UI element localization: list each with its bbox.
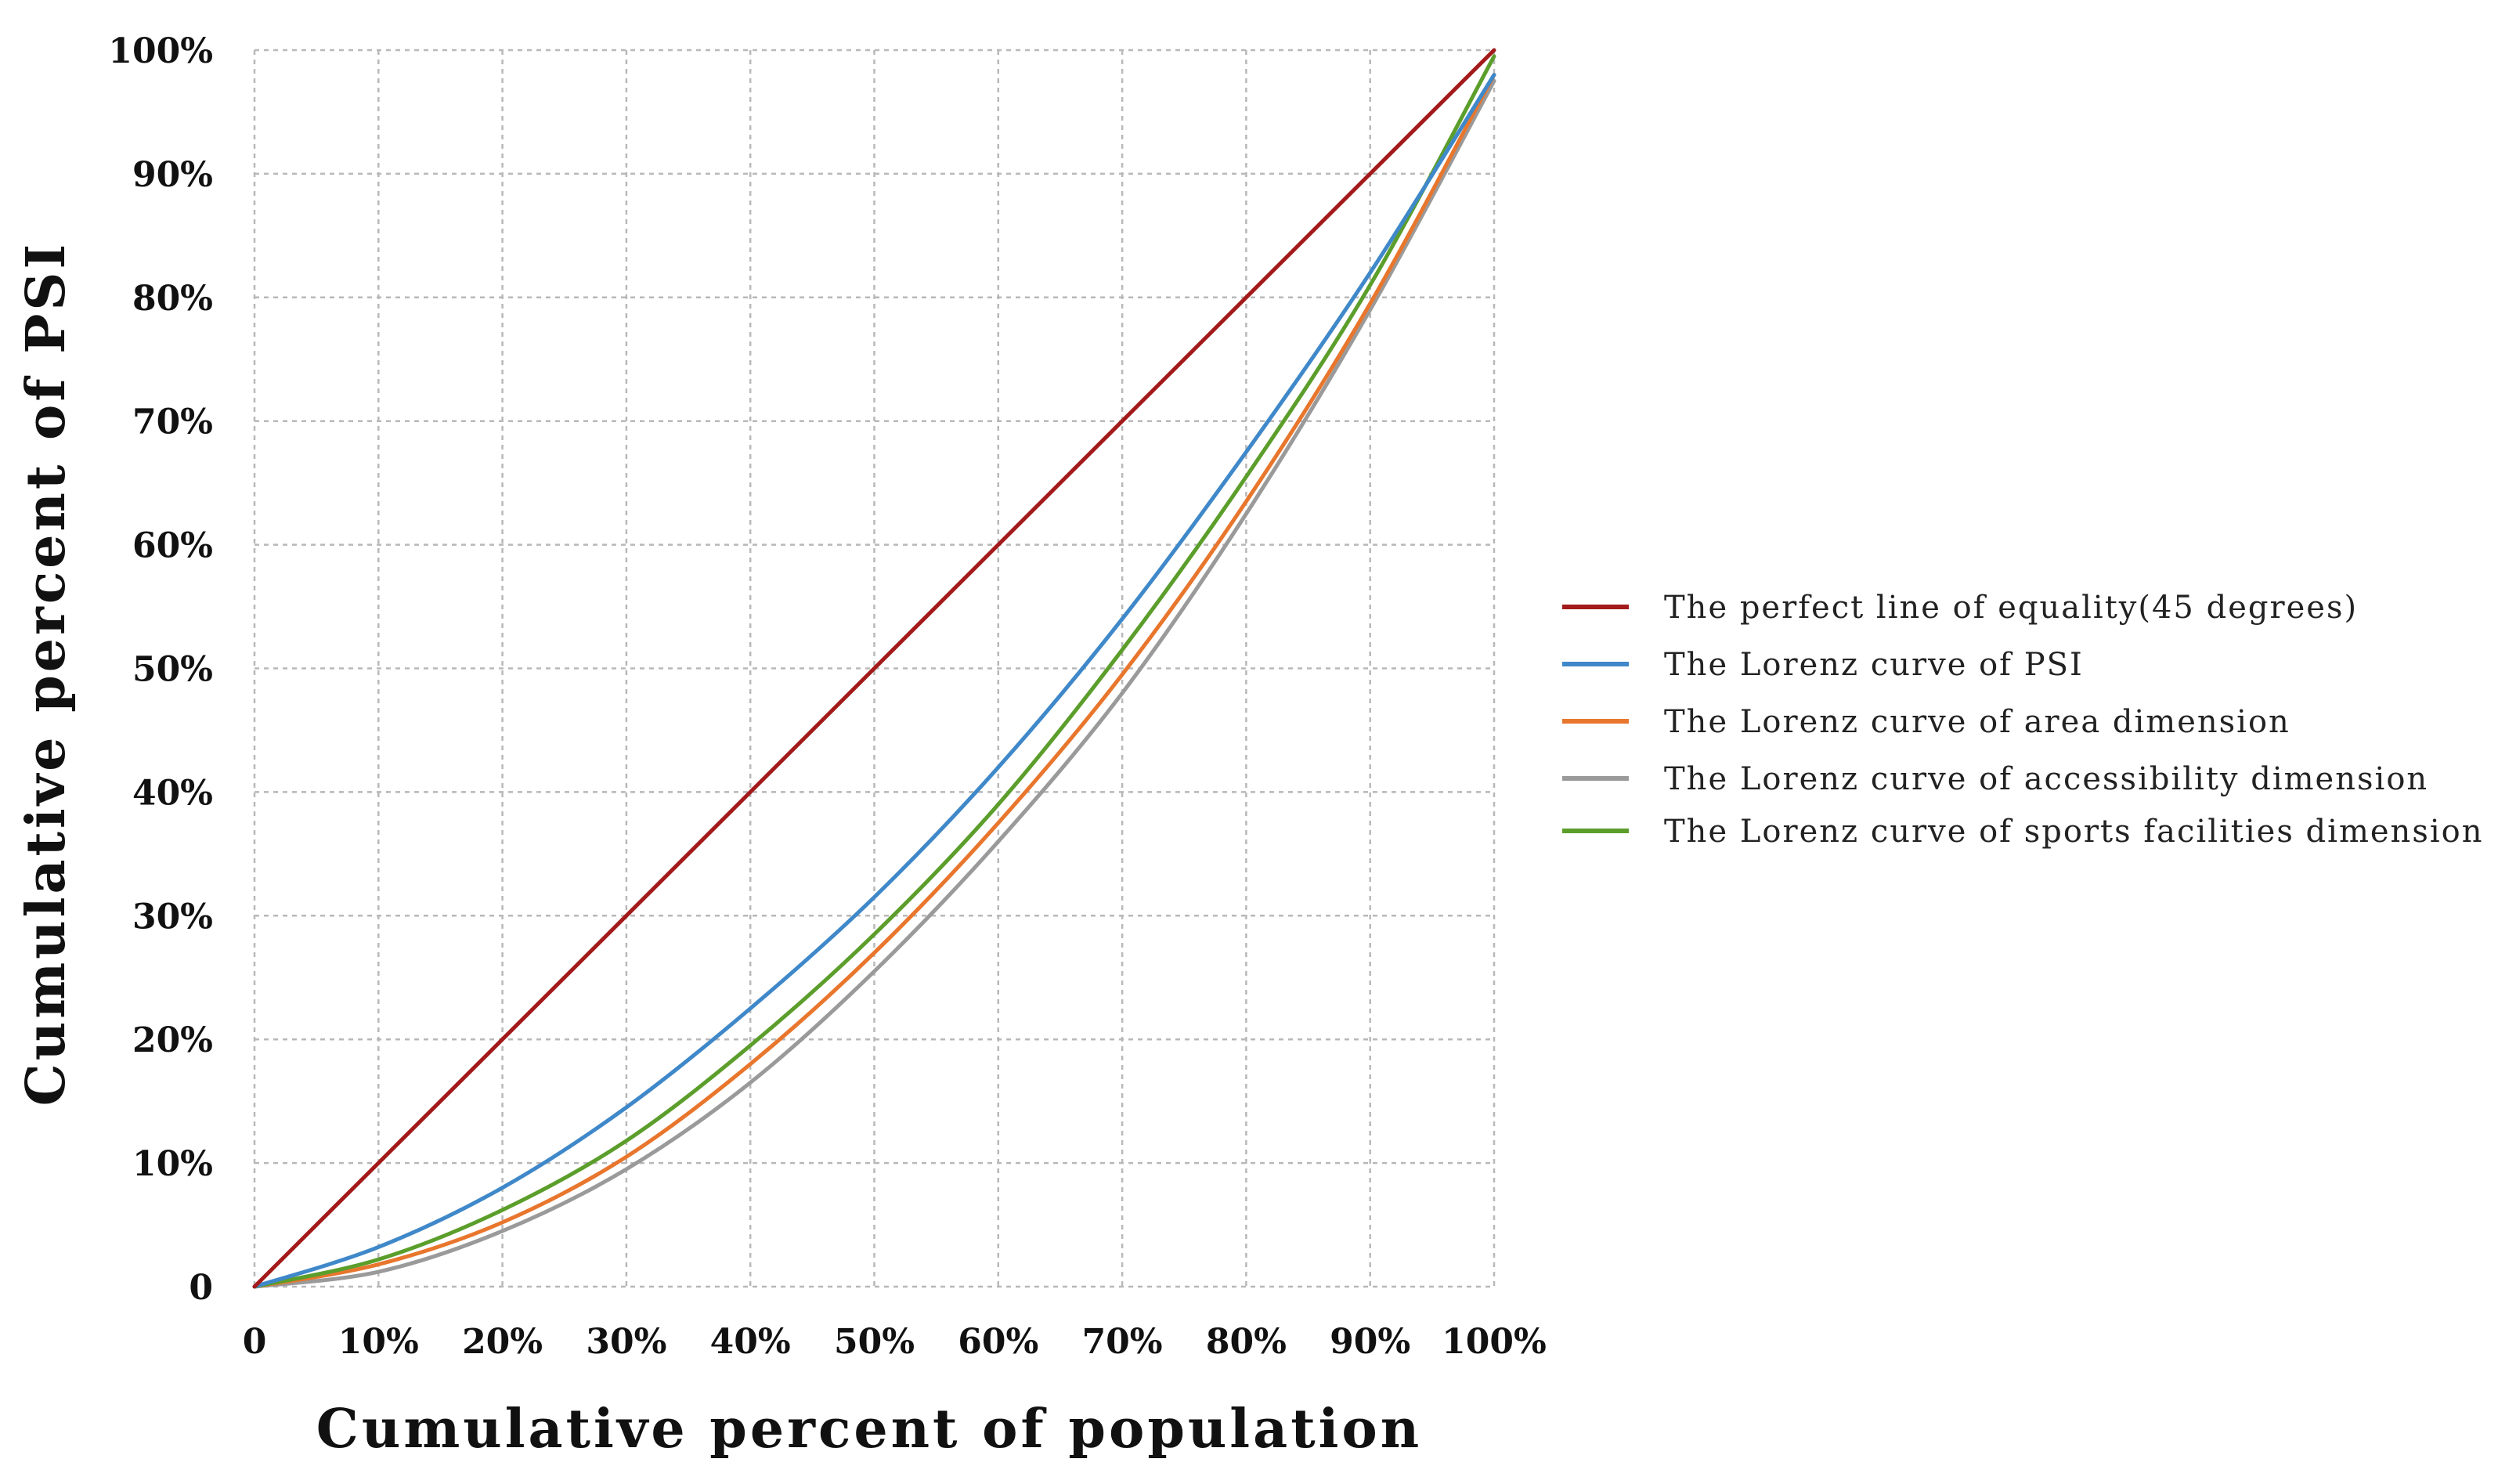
y-tick-label: 100% — [108, 31, 213, 71]
y-tick-label: 90% — [132, 155, 213, 195]
x-tick-label: 90% — [1330, 1322, 1410, 1362]
x-tick-label: 70% — [1082, 1322, 1163, 1362]
legend-item: The Lorenz curve of area dimension — [1562, 704, 2290, 740]
y-tick-label: 80% — [132, 279, 213, 319]
y-tick-label: 30% — [132, 897, 213, 937]
x-tick-label: 60% — [958, 1322, 1038, 1362]
legend: The perfect line of equality(45 degrees)… — [1562, 590, 2483, 850]
x-tick-label: 40% — [710, 1322, 791, 1362]
y-tick-label: 40% — [132, 773, 213, 813]
y-axis-title: Cumulative percent of PSI — [15, 241, 78, 1107]
legend-item: The Lorenz curve of sports facilities di… — [1562, 814, 2483, 850]
x-tick-label: 100% — [1442, 1322, 1547, 1362]
x-tick-label: 80% — [1206, 1322, 1287, 1362]
series-line-the-lorenz-curve-of-accessibility-dimension — [252, 78, 1496, 1289]
y-tick-label: 10% — [132, 1144, 213, 1184]
y-tick-label: 20% — [132, 1020, 213, 1060]
legend-label: The perfect line of equality(45 degrees) — [1664, 590, 2358, 626]
legend-label: The Lorenz curve of area dimension — [1664, 704, 2290, 740]
x-tick-label: 0 — [243, 1322, 267, 1362]
y-tick-label: 70% — [132, 403, 213, 442]
x-axis-ticks: 0 10% 20% 30% 40% 50% 60% 70% 80% 90% 100% — [243, 1322, 1547, 1362]
x-tick-label: 50% — [834, 1322, 915, 1362]
series-line-the-lorenz-curve-of-sports-facilities-dimension — [252, 54, 1496, 1289]
x-axis-title: Cumulative percent of population — [316, 1398, 1422, 1461]
y-axis-ticks: 0 10% 20% 30% 40% 50% 60% 70% 80% 90% 100% — [108, 31, 213, 1308]
legend-label: The Lorenz curve of sports facilities di… — [1664, 814, 2483, 850]
series-line-the-perfect-line-of-equality-45-degrees — [252, 48, 1496, 1289]
series-line-the-lorenz-curve-of-psi — [252, 73, 1496, 1289]
y-tick-label: 0 — [189, 1268, 213, 1308]
legend-item: The Lorenz curve of PSI — [1562, 647, 2084, 683]
x-tick-label: 10% — [338, 1322, 419, 1362]
y-tick-label: 60% — [132, 526, 213, 566]
legend-item: The Lorenz curve of accessibility dimens… — [1562, 761, 2428, 797]
x-tick-label: 20% — [462, 1322, 543, 1362]
y-tick-label: 50% — [132, 650, 213, 690]
legend-item: The perfect line of equality(45 degrees) — [1562, 590, 2358, 626]
series-line-the-lorenz-curve-of-area-dimension — [252, 73, 1496, 1289]
legend-label: The Lorenz curve of accessibility dimens… — [1664, 761, 2428, 797]
legend-label: The Lorenz curve of PSI — [1664, 647, 2084, 683]
series-layer — [252, 48, 1496, 1289]
x-tick-label: 30% — [586, 1322, 666, 1362]
